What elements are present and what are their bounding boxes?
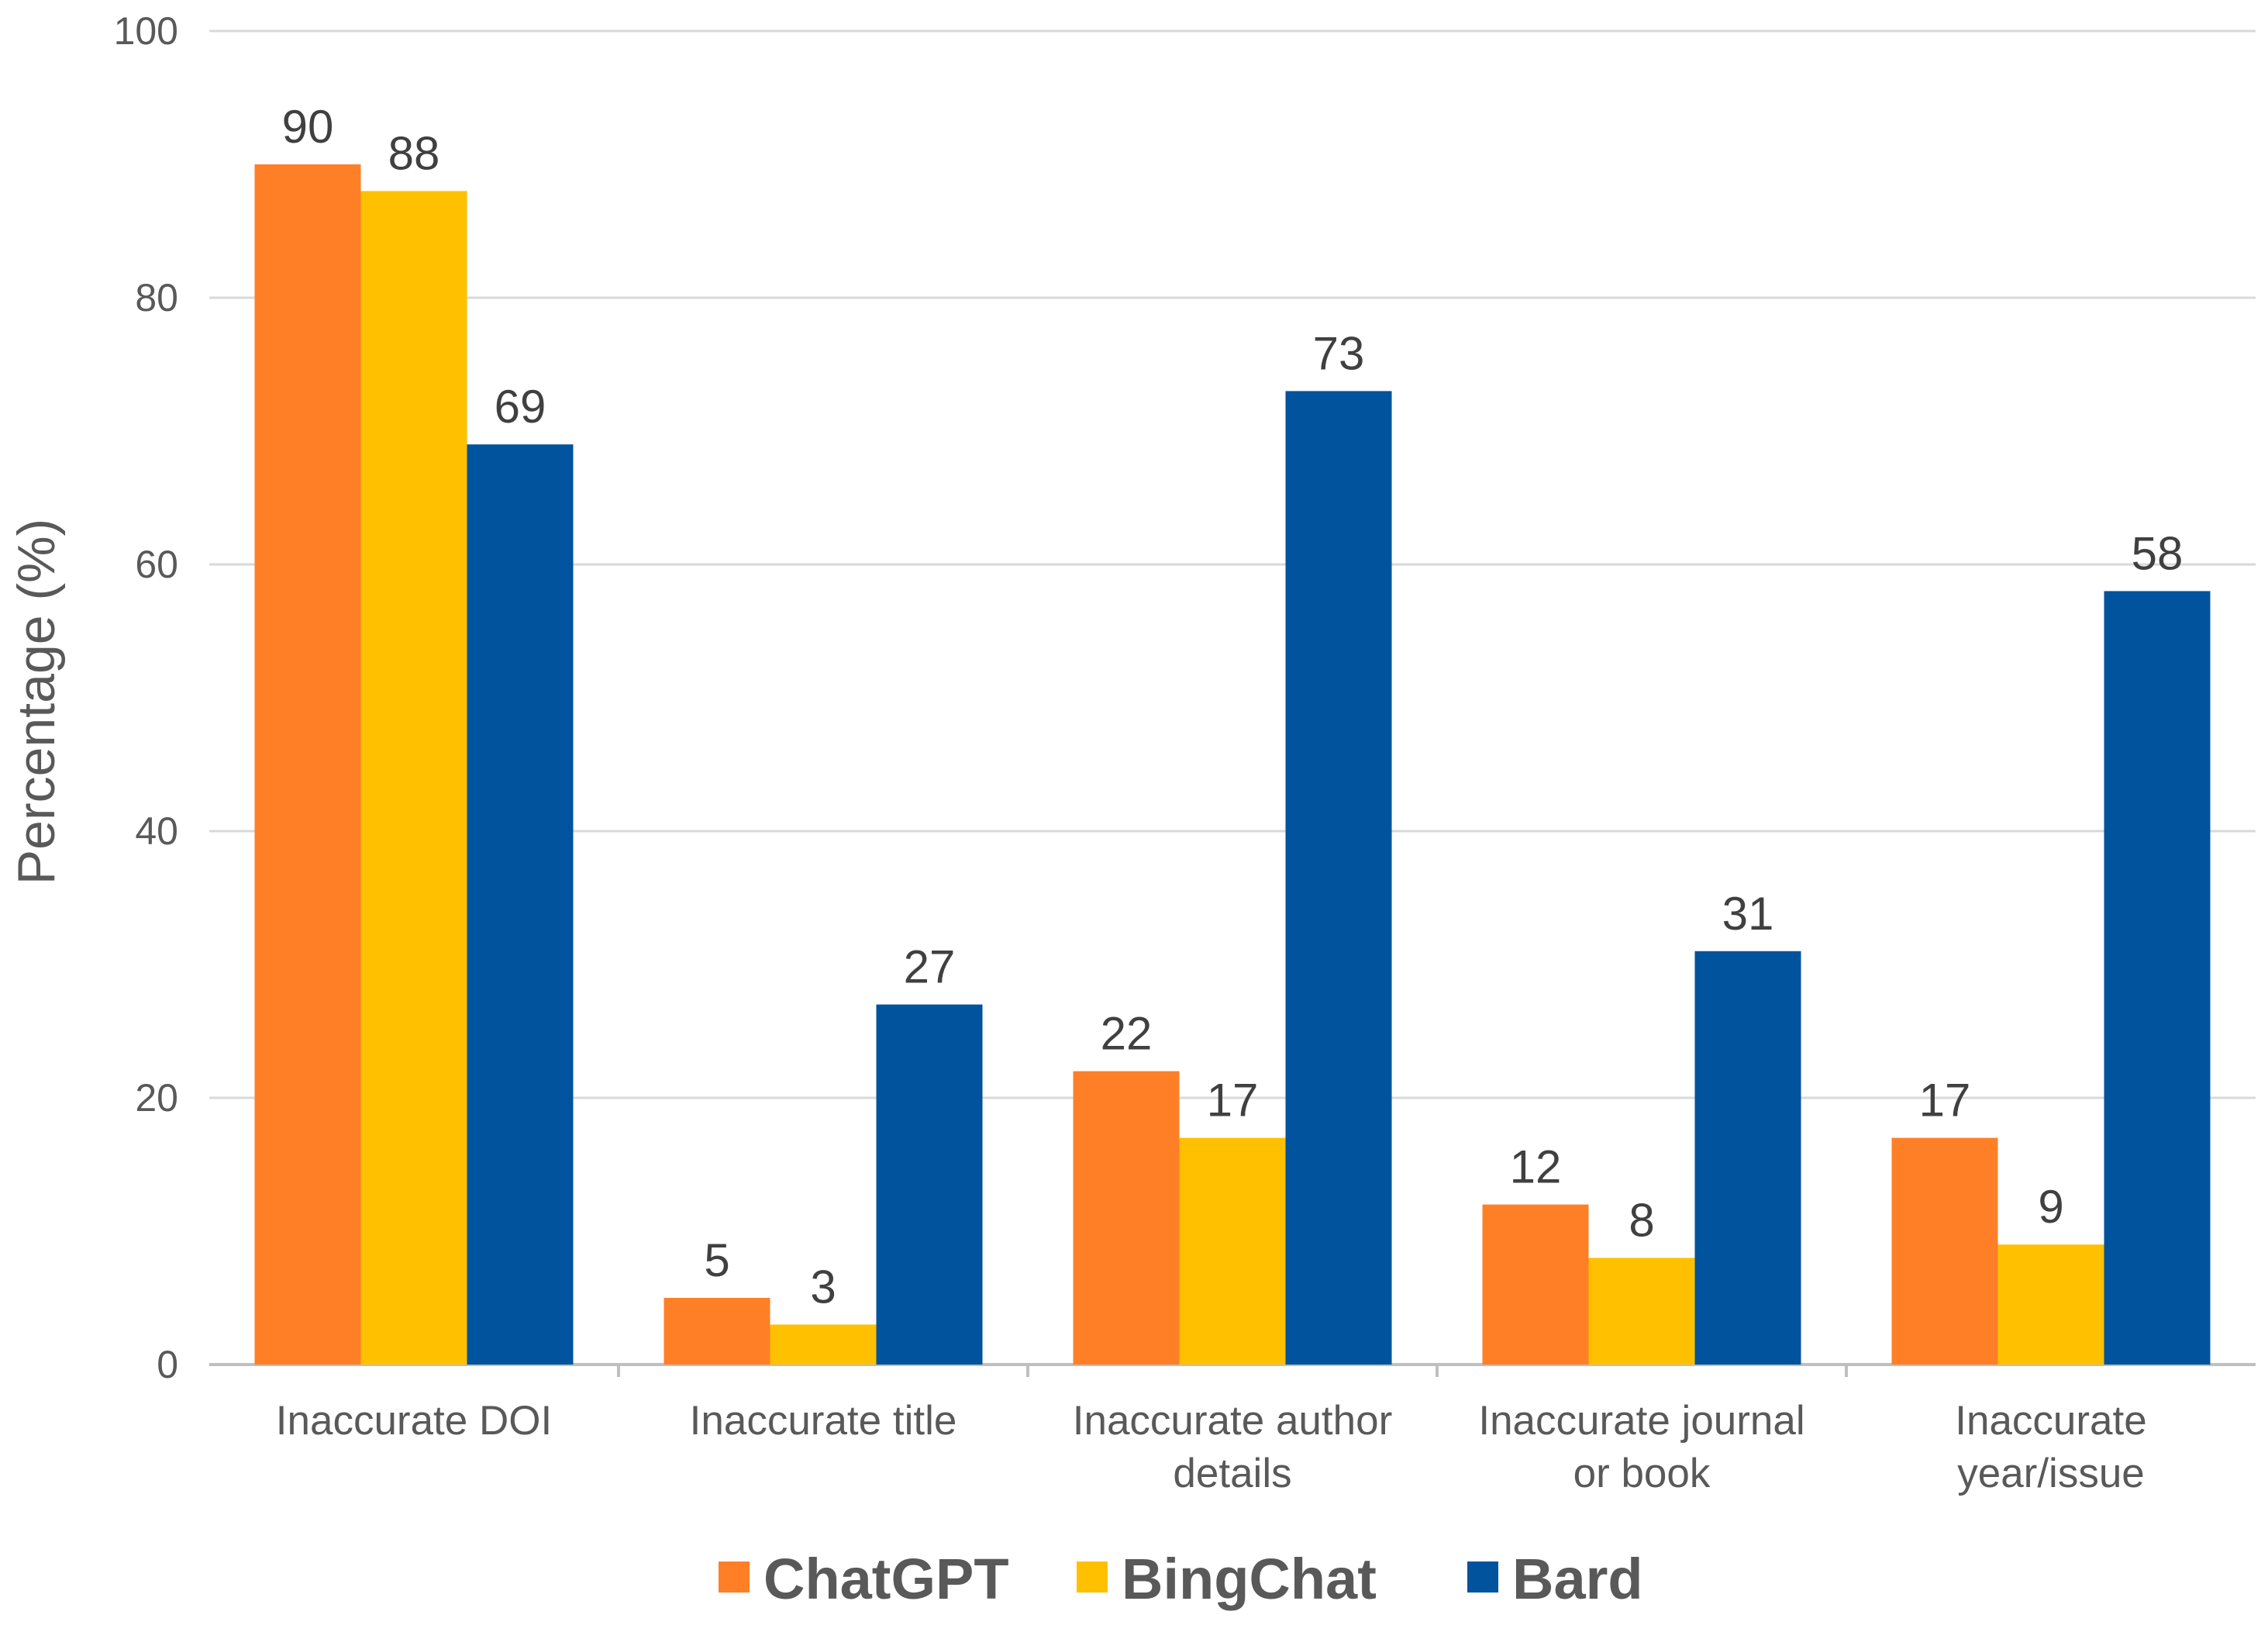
x-category-label: Inaccurate title bbox=[690, 1398, 957, 1444]
bar-chatgpt bbox=[1073, 1071, 1180, 1365]
y-tick-label: 100 bbox=[114, 9, 178, 53]
data-label: 69 bbox=[495, 381, 546, 433]
x-category-label: Inaccurate bbox=[1955, 1398, 2146, 1444]
y-axis-title: Percentage (%) bbox=[7, 519, 66, 885]
x-category-label: details bbox=[1173, 1451, 1291, 1496]
y-tick-label: 80 bbox=[135, 276, 178, 319]
x-category-label: or book bbox=[1573, 1451, 1711, 1496]
y-axis-ticks: 0 20 40 60 80 100 bbox=[114, 9, 178, 1386]
y-tick-label: 20 bbox=[135, 1076, 178, 1120]
data-label: 3 bbox=[810, 1261, 836, 1313]
y-tick-label: 0 bbox=[157, 1343, 178, 1386]
data-label: 8 bbox=[1629, 1194, 1654, 1246]
bar-chatgpt bbox=[254, 164, 361, 1365]
data-label: 88 bbox=[388, 127, 440, 179]
bar-bard bbox=[1694, 951, 1801, 1365]
data-label: 17 bbox=[1919, 1075, 1971, 1127]
data-label: 9 bbox=[2038, 1181, 2063, 1233]
legend-label-bingchat: BingChat bbox=[1122, 1547, 1377, 1611]
bar-bingchat bbox=[360, 191, 467, 1365]
data-label: 17 bbox=[1207, 1075, 1259, 1127]
data-label: 58 bbox=[2132, 527, 2184, 579]
bars bbox=[254, 164, 2211, 1365]
bar-bingchat bbox=[1997, 1244, 2104, 1365]
x-category-label: Inaccurate DOI bbox=[276, 1398, 552, 1444]
legend-label-bard: Bard bbox=[1512, 1547, 1643, 1611]
bar-bard bbox=[467, 444, 574, 1365]
legend-swatch-chatgpt bbox=[719, 1561, 750, 1593]
bar-bingchat bbox=[1179, 1137, 1286, 1365]
bar-chatgpt bbox=[664, 1298, 770, 1365]
legend-swatch-bingchat bbox=[1077, 1561, 1108, 1593]
bar-bard bbox=[2104, 591, 2211, 1365]
bar-chatgpt bbox=[1891, 1137, 1998, 1365]
data-label: 27 bbox=[904, 941, 956, 993]
data-label: 73 bbox=[1313, 327, 1365, 379]
data-label: 5 bbox=[704, 1234, 729, 1286]
data-label: 12 bbox=[1510, 1141, 1562, 1193]
data-labels: 90 88 69 5 3 27 22 17 73 12 8 31 17 9 58 bbox=[282, 101, 2184, 1313]
x-category-label: Inaccurate author bbox=[1073, 1398, 1392, 1444]
data-label: 90 bbox=[282, 101, 334, 153]
data-label: 31 bbox=[1722, 888, 1774, 940]
bar-bingchat bbox=[770, 1324, 877, 1365]
data-label: 22 bbox=[1101, 1008, 1153, 1060]
bar-bingchat bbox=[1588, 1258, 1695, 1365]
legend: ChatGPT BingChat Bard bbox=[719, 1547, 1643, 1611]
legend-label-chatgpt: ChatGPT bbox=[763, 1547, 1009, 1611]
bar-bard bbox=[876, 1004, 983, 1365]
y-tick-label: 40 bbox=[135, 809, 178, 853]
x-axis-categories: Inaccurate DOI Inaccurate title Inaccurate… bbox=[276, 1398, 2147, 1496]
y-tick-label: 60 bbox=[135, 543, 178, 586]
bar-chatgpt bbox=[1482, 1204, 1589, 1365]
bar-bard bbox=[1285, 391, 1392, 1365]
x-category-label: Inaccurate journal bbox=[1478, 1398, 1804, 1444]
legend-swatch-bard bbox=[1467, 1561, 1498, 1593]
x-category-label: year/issue bbox=[1957, 1451, 2145, 1496]
